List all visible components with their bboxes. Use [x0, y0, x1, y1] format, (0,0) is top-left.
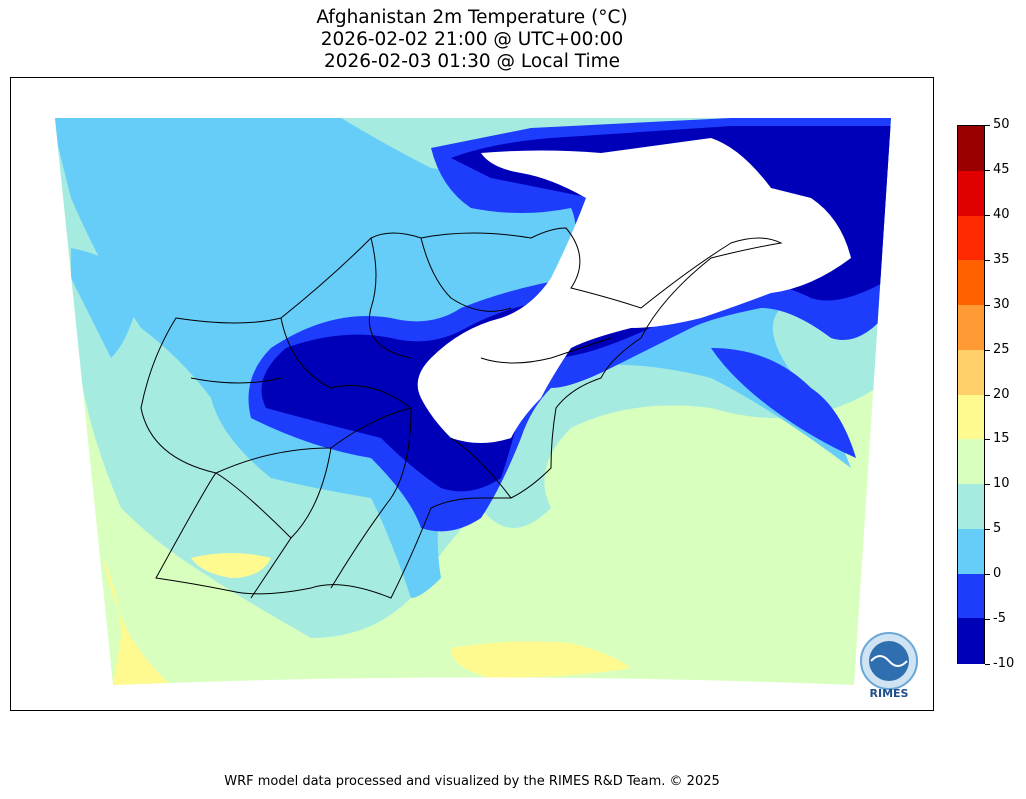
- colorbar-tick: [985, 305, 990, 306]
- colorbar-bin: [958, 349, 984, 395]
- province-line: [280, 317, 412, 409]
- colorbar-bin: [958, 484, 984, 530]
- colorbar-bin: [958, 528, 984, 574]
- colorbar-tick: [985, 170, 990, 171]
- colorbar-tick-label: 30: [993, 297, 1010, 312]
- field-0-5-west: [71, 248, 141, 358]
- field-minus5-0-east: [711, 348, 856, 458]
- province-line: [215, 472, 292, 539]
- colorbar-tick-label: 15: [993, 431, 1010, 446]
- field-15-20-sw: [103, 558, 171, 685]
- field-15-20-west: [191, 553, 271, 578]
- province-line: [368, 237, 412, 359]
- temperature-map: [55, 118, 891, 685]
- temperature-field: [55, 118, 891, 685]
- colorbar-tick-label: -5: [993, 611, 1006, 626]
- colorbar-tick: [985, 439, 990, 440]
- colorbar-tick: [985, 664, 990, 665]
- colorbar-tick: [985, 529, 990, 530]
- colorbar-tick-label: -10: [993, 656, 1015, 671]
- colorbar-bin: [958, 215, 984, 261]
- colorbar-tick-label: 5: [993, 521, 1002, 536]
- colorbar-tick-label: 10: [993, 476, 1010, 491]
- colorbar-bin: [958, 170, 984, 216]
- colorbar-tick: [985, 215, 990, 216]
- province-line: [330, 407, 412, 589]
- colorbar-tick: [985, 260, 990, 261]
- colorbar: [957, 125, 985, 664]
- rimes-logo: RIMES: [860, 632, 918, 700]
- utc-time-subtitle: 2026-02-02 21:00 @ UTC+00:00: [320, 29, 624, 50]
- map-frame: RIMES: [10, 77, 934, 711]
- map-title: Afghanistan 2m Temperature (°C): [316, 7, 628, 28]
- colorbar-bin: [958, 439, 984, 485]
- svg-text:RIMES: RIMES: [870, 687, 909, 700]
- colorbar-tick: [985, 484, 990, 485]
- country-outline: [140, 227, 783, 599]
- colorbar-tick-label: 20: [993, 387, 1010, 402]
- local-time-subtitle: 2026-02-03 01:30 @ Local Time: [323, 51, 621, 72]
- colorbar-bin: [958, 394, 984, 440]
- field-15-20-south: [451, 641, 631, 678]
- colorbar-tick-label: 25: [993, 342, 1010, 357]
- colorbar-tick: [985, 395, 990, 396]
- colorbar-tick-label: 35: [993, 252, 1010, 267]
- province-borders: [140, 227, 783, 599]
- colorbar-tick: [985, 350, 990, 351]
- province-line: [420, 237, 512, 312]
- colorbar-tick: [985, 574, 990, 575]
- colorbar-bin: [958, 126, 984, 172]
- colorbar-tick-label: 45: [993, 162, 1010, 177]
- colorbar-tick-label: 50: [993, 117, 1010, 132]
- field-out-of-range: [417, 138, 851, 443]
- colorbar-tick-label: 40: [993, 207, 1010, 222]
- colorbar-bin: [958, 573, 984, 619]
- footer-credit: WRF model data processed and visualized …: [224, 774, 720, 789]
- colorbar-tick: [985, 125, 990, 126]
- province-line: [450, 437, 512, 499]
- province-line: [190, 377, 282, 384]
- colorbar-bin: [958, 305, 984, 351]
- colorbar-tick-label: 0: [993, 566, 1002, 581]
- colorbar-tick: [985, 619, 990, 620]
- province-line: [480, 337, 612, 364]
- colorbar-bin: [958, 618, 984, 664]
- colorbar-bin: [958, 260, 984, 306]
